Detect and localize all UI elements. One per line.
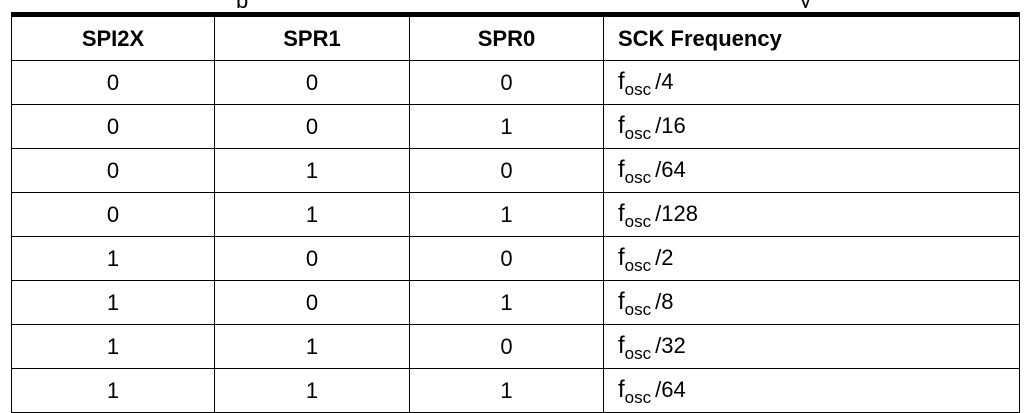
freq-base-symbol: f bbox=[618, 200, 625, 227]
freq-divisor: /128 bbox=[655, 201, 698, 226]
cell-spr1: 0 bbox=[214, 60, 410, 105]
cell-sck-frequency: fosc/2 bbox=[603, 236, 1020, 281]
freq-base-symbol: f bbox=[618, 112, 625, 139]
freq-base-symbol: f bbox=[618, 288, 625, 315]
cell-spr0: 0 bbox=[409, 60, 604, 105]
freq-divisor: /64 bbox=[655, 157, 686, 182]
cell-sck-frequency: fosc/32 bbox=[603, 324, 1020, 369]
cell-spi2x: 1 bbox=[11, 368, 215, 413]
freq-subscript: osc bbox=[624, 80, 652, 99]
cell-spi2x: 0 bbox=[11, 192, 215, 237]
cell-spr1: 0 bbox=[214, 280, 410, 325]
cell-spi2x: 0 bbox=[11, 60, 215, 105]
cell-spr1: 0 bbox=[214, 236, 410, 281]
cell-spr0: 0 bbox=[409, 236, 604, 281]
table-row: 1 0 0 fosc/2 bbox=[11, 236, 1020, 281]
table-row: 0 0 0 fosc/4 bbox=[11, 60, 1020, 105]
freq-divisor: /16 bbox=[655, 113, 686, 138]
cell-spi2x: 1 bbox=[11, 280, 215, 325]
freq-divisor: /64 bbox=[655, 377, 686, 402]
cell-sck-frequency: fosc/64 bbox=[603, 368, 1020, 413]
table-row: 1 1 0 fosc/32 bbox=[11, 324, 1020, 369]
table-row: 1 0 1 fosc/8 bbox=[11, 280, 1020, 325]
freq-base-symbol: f bbox=[618, 376, 625, 403]
cell-spi2x: 1 bbox=[11, 236, 215, 281]
cell-sck-frequency: fosc/16 bbox=[603, 104, 1020, 149]
cell-sck-frequency: fosc/4 bbox=[603, 60, 1020, 105]
cell-spr1: 0 bbox=[214, 104, 410, 149]
freq-base-symbol: f bbox=[618, 244, 625, 271]
freq-base-symbol: f bbox=[618, 156, 625, 183]
freq-base-symbol: f bbox=[618, 68, 625, 95]
freq-divisor: /4 bbox=[655, 69, 674, 94]
cell-sck-frequency: fosc/8 bbox=[603, 280, 1020, 325]
table-row: 0 1 0 fosc/64 bbox=[11, 148, 1020, 193]
sck-frequency-table: SPI2X SPR1 SPR0 SCK Frequency 0 0 0 fosc/4 0… bbox=[11, 12, 1020, 413]
cell-sck-frequency: fosc/64 bbox=[603, 148, 1020, 193]
header-spi2x: SPI2X bbox=[11, 12, 215, 61]
header-spr1: SPR1 bbox=[214, 12, 410, 61]
table-row: 0 0 1 fosc/16 bbox=[11, 104, 1020, 149]
cell-spr1: 1 bbox=[214, 368, 410, 413]
cell-spr0: 1 bbox=[409, 192, 604, 237]
freq-divisor: /32 bbox=[655, 333, 686, 358]
cell-spr0: 1 bbox=[409, 368, 604, 413]
cell-spr0: 1 bbox=[409, 280, 604, 325]
freq-subscript: osc bbox=[624, 388, 652, 407]
cell-spr1: 1 bbox=[214, 192, 410, 237]
cell-spr0: 0 bbox=[409, 324, 604, 369]
cell-spr0: 1 bbox=[409, 104, 604, 149]
cell-spi2x: 0 bbox=[11, 148, 215, 193]
freq-subscript: osc bbox=[624, 168, 652, 187]
cell-spr0: 0 bbox=[409, 148, 604, 193]
freq-subscript: osc bbox=[624, 256, 652, 275]
cell-spr1: 1 bbox=[214, 324, 410, 369]
freq-divisor: /2 bbox=[655, 245, 674, 270]
cell-sck-frequency: fosc/128 bbox=[603, 192, 1020, 237]
cell-spr1: 1 bbox=[214, 148, 410, 193]
table-header-row: SPI2X SPR1 SPR0 SCK Frequency bbox=[11, 12, 1020, 61]
freq-subscript: osc bbox=[624, 344, 652, 363]
table-row: 1 1 1 fosc/64 bbox=[11, 368, 1020, 413]
cell-spi2x: 0 bbox=[11, 104, 215, 149]
freq-subscript: osc bbox=[624, 300, 652, 319]
cell-spi2x: 1 bbox=[11, 324, 215, 369]
freq-divisor: /8 bbox=[655, 289, 674, 314]
caption-fragment-right: y bbox=[800, 0, 811, 8]
freq-base-symbol: f bbox=[618, 332, 625, 359]
freq-subscript: osc bbox=[624, 212, 652, 231]
freq-subscript: osc bbox=[624, 124, 652, 143]
caption-fragment-left: p bbox=[236, 0, 248, 8]
table-row: 0 1 1 fosc/128 bbox=[11, 192, 1020, 237]
header-sck-frequency: SCK Frequency bbox=[603, 12, 1020, 61]
header-spr0: SPR0 bbox=[409, 12, 604, 61]
cropped-caption: p y bbox=[0, 0, 1031, 8]
table-body: 0 0 0 fosc/4 0 0 1 fosc/16 0 1 0 fosc/64 0 1 1 fosc/128… bbox=[11, 60, 1020, 413]
